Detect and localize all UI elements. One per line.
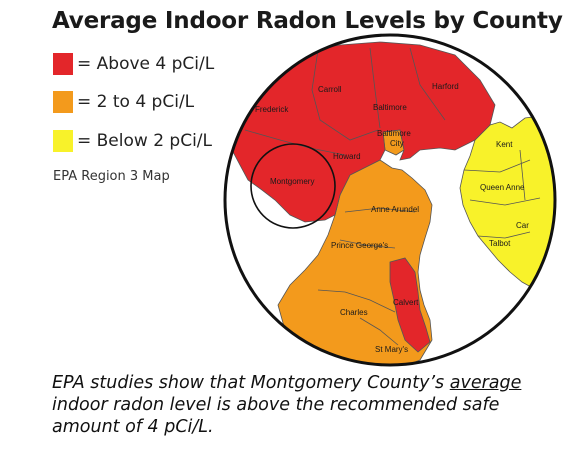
label-kent: Kent [496,140,513,149]
label-montgomery: Montgomery [270,177,314,186]
legend-label-below-2: = Below 2 pCi/L [77,131,213,151]
label-anne-arundel: Anne Arundel [371,205,419,214]
legend-item-below-2: = Below 2 pCi/L [53,129,212,153]
county-northern-red [225,41,496,223]
county-line-red [244,47,446,156]
label-queen-anne: Queen Anne [480,183,525,192]
legend-item-above-4: = Above 4 pCi/L [53,52,214,76]
county-eastern-shore [459,115,555,301]
legend-swatch-red [53,53,73,75]
montgomery-highlight-ring [250,143,336,229]
map-circle-border [223,33,557,367]
region-note: EPA Region 3 Map [53,169,170,184]
caption: EPA studies show that Montgomery County’… [52,372,540,438]
caption-underlined: average [449,373,522,393]
label-frederick: Frederick [255,105,289,114]
label-howard: Howard [333,152,361,161]
label-baltimore-city-1: Baltimore [377,129,411,138]
caption-part2: indoor radon level is above the recommen… [52,395,500,437]
label-calvert: Calvert [393,298,419,307]
label-baltimore: Baltimore [373,103,407,112]
caption-part1: EPA studies show that Montgomery County’… [52,373,450,393]
legend-swatch-yellow [53,130,73,152]
label-harford: Harford [432,82,459,91]
label-carroll: Carroll [318,85,342,94]
legend-swatch-orange [53,91,73,113]
legend-label-2-to-4: = 2 to 4 pCi/L [77,92,195,112]
legend-item-2-to-4: = 2 to 4 pCi/L [53,90,194,114]
label-st-marys: St Mary's [375,345,408,354]
label-car: Car [516,221,529,230]
county-southern-orange [277,159,433,365]
label-baltimore-city-2: City [390,139,404,148]
legend-label-above-4: = Above 4 pCi/L [77,54,215,74]
label-charles: Charles [340,308,368,317]
page-title: Average Indoor Radon Levels by County [52,8,563,34]
county-calvert [389,257,431,353]
county-line-orange [317,207,416,346]
label-prince-georges: Prince George's [331,241,388,250]
county-line-eastern [463,149,541,239]
label-talbot: Talbot [489,239,511,248]
